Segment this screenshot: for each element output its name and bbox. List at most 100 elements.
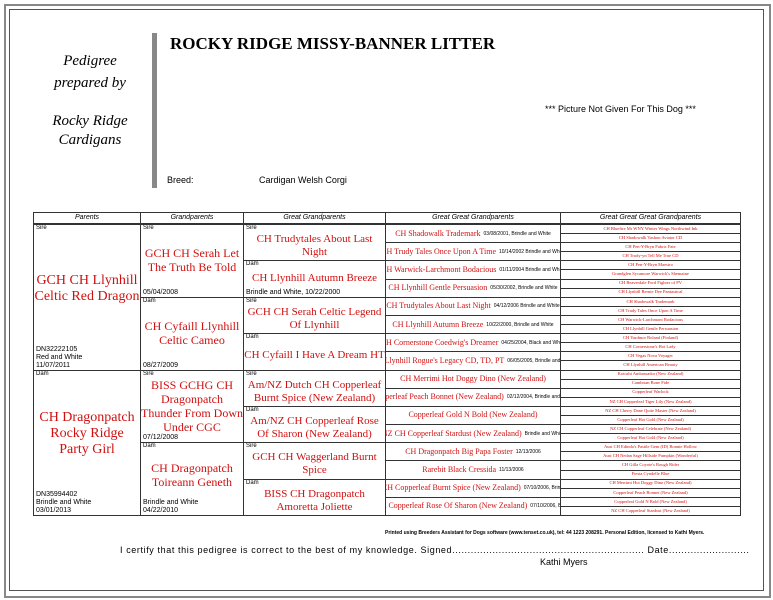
dog-name: CH Yardmor Roland (Finland) [623,334,678,340]
dog-detail: 04/12/2006 Brindle and White [493,303,560,310]
dog-name: Am/NZ CH Copperleaf Rose Of Sharon (New … [250,415,379,441]
role-label: Dam [36,370,49,377]
dog-name: CH Cyfaill I Have A Dream HT [244,348,385,361]
frame [4,4,771,598]
dog-detail: 03/01/2013 [36,507,72,514]
dog-name: CH Vegas Nova Voyager [628,353,673,359]
software-note: Printed using Breeders Assistant for Dog… [385,530,705,536]
dog-name: NZ CH Cherry Dane Quite Master (New Zeal… [605,407,696,413]
dog-name: CH Beaverdale Ford Fighter of PV [618,280,683,286]
title: ROCKY RIDGE MISSY-BANNER LITTER [170,34,496,53]
role-label: Sire [246,225,257,231]
dog-name: GCH CH Llynhill Celtic Red Dragon [34,272,140,304]
pedigree-cell: CH Merrimi Hot Doggy Dino (New Zealand) [385,369,561,389]
dog-detail: 11/07/2011 [36,361,70,369]
role-label: Sire [246,297,257,304]
dog-name: CH Llynhill American Beauty [623,362,678,368]
dog-name: Kotoshi Ambassador (New Zealand) [617,371,684,377]
dog-name: CH Trudy Tales Once Upon A Time [618,307,683,313]
dog-name: Copperleaf Hot Gold (New Zealand) [617,416,684,422]
dog-name: BISS GCHG CH Dragonpatch Thunder From Do… [141,377,243,434]
pedigree-cell: Am/NZ CH Copperleaf Burnt Spice (New Zea… [385,478,561,498]
dog-detail: 06/05/2005, Brindle and White [507,357,561,364]
dog-detail: 07/10/2006, Brindle and White [523,485,561,492]
dog-name: Rarebit Black Cressida [422,465,497,475]
dog-name: CH Pen-Y-Bryn Fabric Fate [625,243,676,249]
dog-detail: DN35994402 [36,491,78,498]
pedigree-cell: Sire GCH CH Serah Celtic Legend Of Llynhi… [243,296,386,335]
column-header: Parents [33,212,141,224]
dog-name: CH Llynhill Autumn Breeze [252,272,377,285]
role-label: Sire [36,225,47,231]
dog-name: BISS CH Dragonpatch Amoretta Joliette [264,487,365,513]
dog-name: CH Dragonpatch Rocky Ridge Party Girl [39,410,135,458]
dog-detail: 02/12/2004, Brindle and White [506,394,560,401]
role-label: Dam [246,479,259,486]
pedigree-cell: CH Llynhill Rogue's Legacy CD, TD, PT06/… [385,351,561,371]
role-label: Dam [143,443,156,450]
pedigree-cell: Sire Am/NZ Dutch CH Copperleaf Burnt Spic… [243,369,386,407]
dog-name: GCH CH Serah Celtic Legend Of Llynhill [247,305,382,331]
dog-name: CH Shadowalk Vashon Aviator CD [618,234,683,240]
column-header: Great Great Grandparents [385,212,561,224]
inner-frame [9,9,764,591]
dog-name: Am/NZ CH Copperleaf Rose Of Sharon (New … [386,501,528,511]
dog-detail: 10/14/2002 Brindle and White [499,248,561,255]
dog-name: CH Dragonpatch Toireann Geneth [151,460,233,489]
pedigree-cell: Sire BISS GCHG CH Dragonpatch Thunder Fro… [140,369,244,444]
pedigree-cell: CH Trudytales About Last Night 04/12/2006… [385,296,561,316]
dog-name: NZ CH Copperleaf Tiger Lily (New Zealand… [609,398,692,404]
pedigree-cell: Rarebit Black Cressida 11/13/2006 [385,460,561,480]
pedigree-cell: Sire GCH CH Serah Let The Truth Be Told 05… [140,224,244,298]
dog-detail: 04/25/2004, Black and White [501,339,561,346]
dog-name: Aust CH Edinda's Pastile Gem (ID) Bonnie… [604,444,697,450]
pedigree-cell: CH Warwick-Larchmont Bodacious 01/11/2004… [385,260,561,280]
dog-detail: DN32222105 [36,345,78,353]
role-label: Sire [246,443,257,450]
dog-name: Am/NZ Dutch CH Copperleaf Burnt Spice (N… [247,378,382,404]
dog-name: Copperleaf Hot Gold (New Zealand) [617,434,684,440]
dog-name: CH Llynhill Gentle Persuasion [388,283,488,293]
column-header: Great Grandparents [243,212,386,224]
role-label: Dam [246,334,259,341]
dog-detail: 07/12/2008 [143,434,179,442]
dog-detail: 07/10/2006, Brindle and White [530,503,560,510]
pedigree-cell: Copperleaf Peach Bonnet (New Zealand) 02/… [385,387,561,407]
dog-name: CH Cornerstone's Hot Lady [625,344,676,350]
dog-detail: Brindle and White [36,499,92,506]
dog-detail: 08/27/2009 [143,361,179,369]
dog-name: Fiesta Cyndelle Blue [631,471,670,477]
title-bar [152,33,157,188]
dog-name: CH Bluefire Mr WNY Winter Wings Northwin… [603,225,698,231]
dog-name: CH Pen-Y-Bryn Maestro [628,262,673,268]
dog-name: GCH CH Serah Let The Truth Be Told [144,246,240,275]
dog-name: Grandglen Sycamore Warwick's Shemaine [612,271,689,277]
dog-detail: Brindle and White, 10/22/2000 [246,288,341,296]
certify: I certify that this pedigree is correct … [120,545,750,555]
pedigree-cell: Dam Am/NZ CH Copperleaf Rose Of Sharon (N… [243,405,386,444]
pedigree-cell: Sire GCH CH Waggerland Burnt Spice [243,442,386,480]
role-label: Dam [246,406,259,413]
dog-name: CH Gilla Coyote's Rough Rider [621,462,680,468]
dog-name: Cambrian Bone Fide [631,380,670,386]
pedigree-cell: Copperleaf Gold N Bold (New Zealand) [385,405,561,426]
pedigree-cell: Sire GCH CH Llynhill Celtic Red Dragon DN3… [33,224,141,371]
pedigree-cell: Dam CH Llynhill Autumn Breeze Brindle and … [243,260,386,298]
dog-name: CH Llynhill Gentle Persuasion [622,325,679,331]
dog-name: Am/NZ CH Copperleaf Burnt Spice (New Zea… [386,483,521,493]
dog-name: CH Llynhill Bernie Dee Pantastical [618,289,683,295]
dog-detail: 05/30/2002, Brindle and White [490,285,558,292]
pedigree-cell: CH Dragonpatch Big Papa Foster 12/13/2006 [385,442,561,462]
dog-detail: 12/13/2006 [515,448,541,455]
picture-note: *** Picture Not Given For This Dog *** [545,104,696,114]
dog-detail: 01/11/2004 Brindle and White [499,266,561,273]
role-label: Sire [143,370,154,377]
dog-name: CH Trudytales About Last Night [256,233,373,259]
dog-name: Copperleaf Peach Bonnet (New Zealand) [613,489,688,495]
pedigree-cell: Dam CH Dragonpatch Toireann Geneth Brindle… [140,442,244,516]
column-header: Great Great Great Grandparents [560,212,741,224]
dog-name: Aust CH Nedan Sage Hillside Pumpkin (Won… [603,453,698,459]
dog-name: CH Cornerstone Coedwig's Dreamer [385,337,499,347]
dog-name: CH Merrimi Hot Doggy Dino (New Zealand) [400,374,546,384]
